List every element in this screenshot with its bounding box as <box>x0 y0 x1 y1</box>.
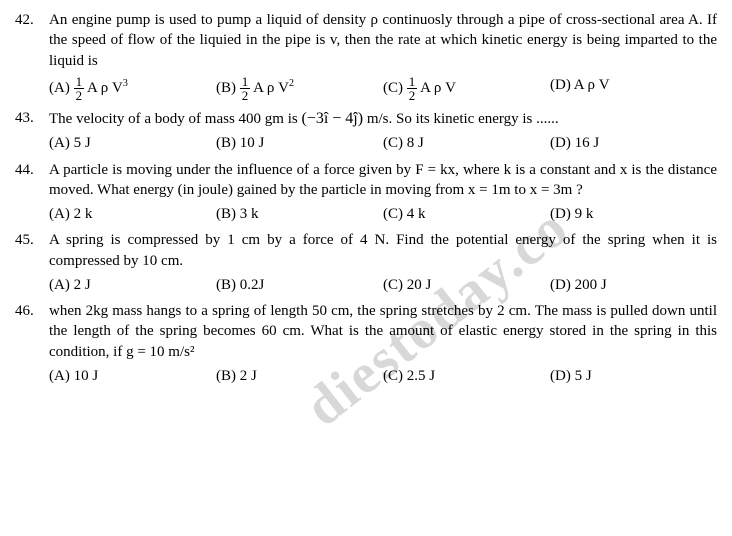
q43-post: m/s. So its kinetic energy is ...... <box>363 111 559 127</box>
question-43: 43. The velocity of a body of mass 400 g… <box>15 108 717 130</box>
question-number: 46. <box>15 301 49 362</box>
options-row-44: (A) 2 k (B) 3 k (C) 4 k (D) 9 k <box>49 204 717 224</box>
option-b: (B) 2 J <box>216 366 383 386</box>
fraction: 12 <box>407 75 418 102</box>
frac-den: 2 <box>240 89 251 102</box>
opt-label: (D) <box>550 77 571 93</box>
option-a: (A) 10 J <box>49 366 216 386</box>
fraction: 12 <box>74 75 85 102</box>
fraction: 12 <box>240 75 251 102</box>
options-row-42: (A) 12 A ρ V3 (B) 12 A ρ V2 (C) 12 A ρ V… <box>49 75 717 102</box>
options-row-46: (A) 10 J (B) 2 J (C) 2.5 J (D) 5 J <box>49 366 717 386</box>
option-c: (C) 12 A ρ V <box>383 75 550 102</box>
option-d: (D) 200 J <box>550 275 717 295</box>
option-c: (C) 8 J <box>383 133 550 153</box>
question-46: 46. when 2kg mass hangs to a spring of l… <box>15 301 717 362</box>
question-42: 42. An engine pump is used to pump a liq… <box>15 10 717 71</box>
frac-num: 1 <box>407 75 418 89</box>
option-a: (A) 5 J <box>49 133 216 153</box>
option-d: (D) 16 J <box>550 133 717 153</box>
option-a: (A) 2 J <box>49 275 216 295</box>
frac-num: 1 <box>240 75 251 89</box>
option-c: (C) 2.5 J <box>383 366 550 386</box>
option-d: (D) A ρ V <box>550 75 717 102</box>
frac-den: 2 <box>407 89 418 102</box>
options-row-43: (A) 5 J (B) 10 J (C) 8 J (D) 16 J <box>49 133 717 153</box>
option-c: (C) 4 k <box>383 204 550 224</box>
opt-label: (A) <box>49 80 70 96</box>
option-b: (B) 0.2J <box>216 275 383 295</box>
option-d: (D) 9 k <box>550 204 717 224</box>
question-number: 44. <box>15 160 49 201</box>
question-number: 43. <box>15 108 49 130</box>
question-text: A spring is compressed by 1 cm by a forc… <box>49 230 717 271</box>
frac-num: 1 <box>74 75 85 89</box>
opt-rest: A ρ V <box>84 80 123 96</box>
question-45: 45. A spring is compressed by 1 cm by a … <box>15 230 717 271</box>
question-number: 45. <box>15 230 49 271</box>
question-text: when 2kg mass hangs to a spring of lengt… <box>49 301 717 362</box>
option-b: (B) 12 A ρ V2 <box>216 75 383 102</box>
opt-label: (C) <box>383 80 403 96</box>
question-text: The velocity of a body of mass 400 gm is… <box>49 108 717 130</box>
question-text: A particle is moving under the influence… <box>49 160 717 201</box>
option-a: (A) 2 k <box>49 204 216 224</box>
question-44: 44. A particle is moving under the influ… <box>15 160 717 201</box>
opt-label: (B) <box>216 80 236 96</box>
option-d: (D) 5 J <box>550 366 717 386</box>
option-a: (A) 12 A ρ V3 <box>49 75 216 102</box>
opt-rest: A ρ V <box>571 77 610 93</box>
option-b: (B) 10 J <box>216 133 383 153</box>
options-row-45: (A) 2 J (B) 0.2J (C) 20 J (D) 200 J <box>49 275 717 295</box>
q43-pre: The velocity of a body of mass 400 gm is <box>49 111 301 127</box>
opt-sup: 3 <box>123 78 128 89</box>
question-text: An engine pump is used to pump a liquid … <box>49 10 717 71</box>
q43-vector: (−3î − 4ĵ) <box>301 110 363 127</box>
opt-rest: A ρ V <box>417 80 456 96</box>
option-b: (B) 3 k <box>216 204 383 224</box>
question-number: 42. <box>15 10 49 71</box>
option-c: (C) 20 J <box>383 275 550 295</box>
opt-rest: A ρ V <box>250 80 289 96</box>
questions-container: 42. An engine pump is used to pump a liq… <box>15 10 717 386</box>
opt-sup: 2 <box>289 78 294 89</box>
frac-den: 2 <box>74 89 85 102</box>
